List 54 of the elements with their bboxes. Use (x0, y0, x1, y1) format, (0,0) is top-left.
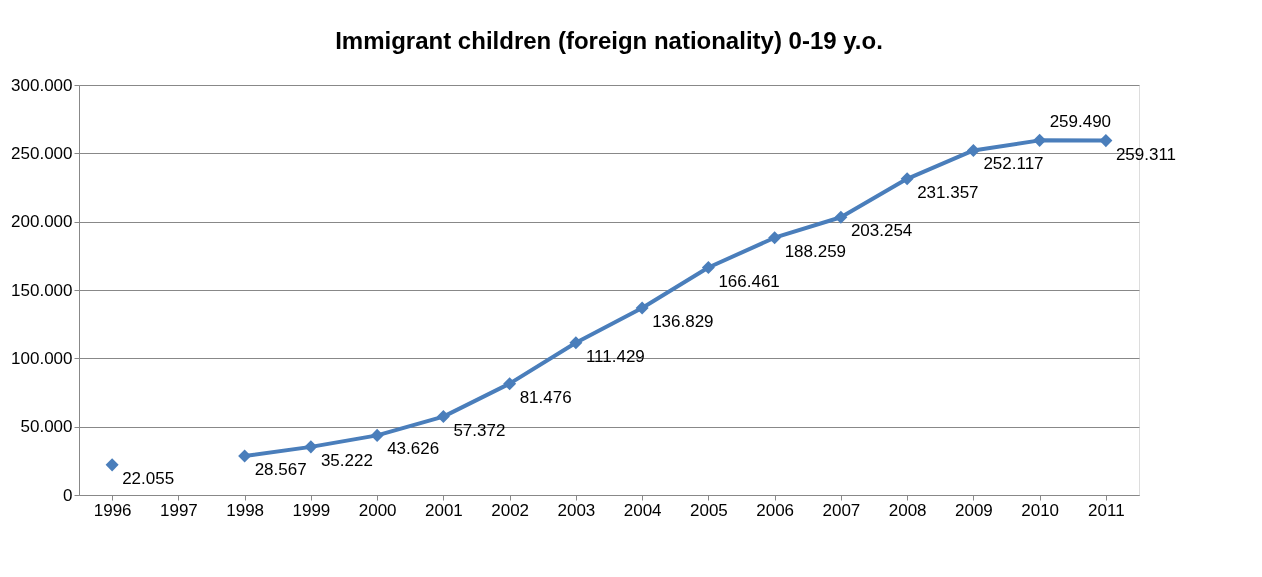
data-label: 81.476 (519, 387, 572, 407)
x-tick-label: 2005 (689, 500, 728, 520)
data-label: 231.357 (917, 182, 979, 202)
point (238, 449, 252, 463)
y-tick-label: 0 (63, 485, 73, 505)
x-tick-label: 2007 (822, 500, 861, 520)
point (436, 410, 450, 424)
data-label: 43.626 (387, 439, 440, 459)
data-label: 111.429 (585, 346, 645, 366)
data-label: 136.829 (652, 312, 714, 331)
x-tick-label: 2008 (888, 500, 927, 520)
y-tick-label: 100.000 (11, 348, 73, 368)
point (503, 377, 517, 391)
y-tick-label: 300.000 (11, 75, 73, 95)
data-label: 22.055 (122, 468, 175, 488)
point (304, 440, 318, 454)
x-tick-label: 2003 (557, 500, 596, 520)
x-tick-label: 2009 (954, 500, 993, 520)
x-tick-label: 2001 (424, 500, 463, 520)
point (569, 336, 583, 350)
chart-title: Immigrant children (foreign nationality) 0-19 y.o. (335, 27, 883, 54)
point (834, 210, 848, 224)
x-tick-label: 2010 (1021, 500, 1060, 520)
data-label: 57.372 (453, 420, 506, 440)
point (105, 458, 119, 472)
x-tick-label: 2011 (1088, 500, 1125, 520)
x-tick-label: 1998 (226, 500, 265, 520)
x-tick-label: 2000 (358, 500, 397, 520)
data-label: 252.117 (983, 154, 1044, 174)
x-tick-label: 2002 (491, 500, 530, 520)
data-label: 28.567 (254, 459, 307, 479)
x-tick-label: 2006 (756, 500, 795, 520)
x-tick-label: 1996 (93, 500, 132, 520)
x-tick-label: 2004 (623, 500, 662, 520)
y-tick-label: 200.000 (11, 212, 73, 232)
y-tick-label: 50.000 (20, 417, 73, 437)
data-label: 35.222 (320, 450, 373, 470)
point (1099, 134, 1113, 148)
point (1033, 133, 1047, 147)
x-tick-label: 1997 (159, 500, 198, 520)
point (900, 172, 914, 186)
data-label: 166.461 (718, 271, 780, 291)
point (768, 231, 782, 245)
y-tick-label: 150.000 (11, 280, 73, 300)
data-label: 188.259 (784, 241, 847, 261)
x-tick-label: 1999 (292, 500, 331, 520)
y-tick-label: 250.000 (11, 143, 73, 163)
point (701, 260, 715, 275)
point (635, 301, 649, 315)
data-label: 259.490 (1049, 112, 1112, 132)
point (966, 143, 980, 157)
point (370, 428, 384, 442)
data-label: 203.254 (850, 221, 913, 241)
data-label: 259.311 (1115, 144, 1177, 164)
